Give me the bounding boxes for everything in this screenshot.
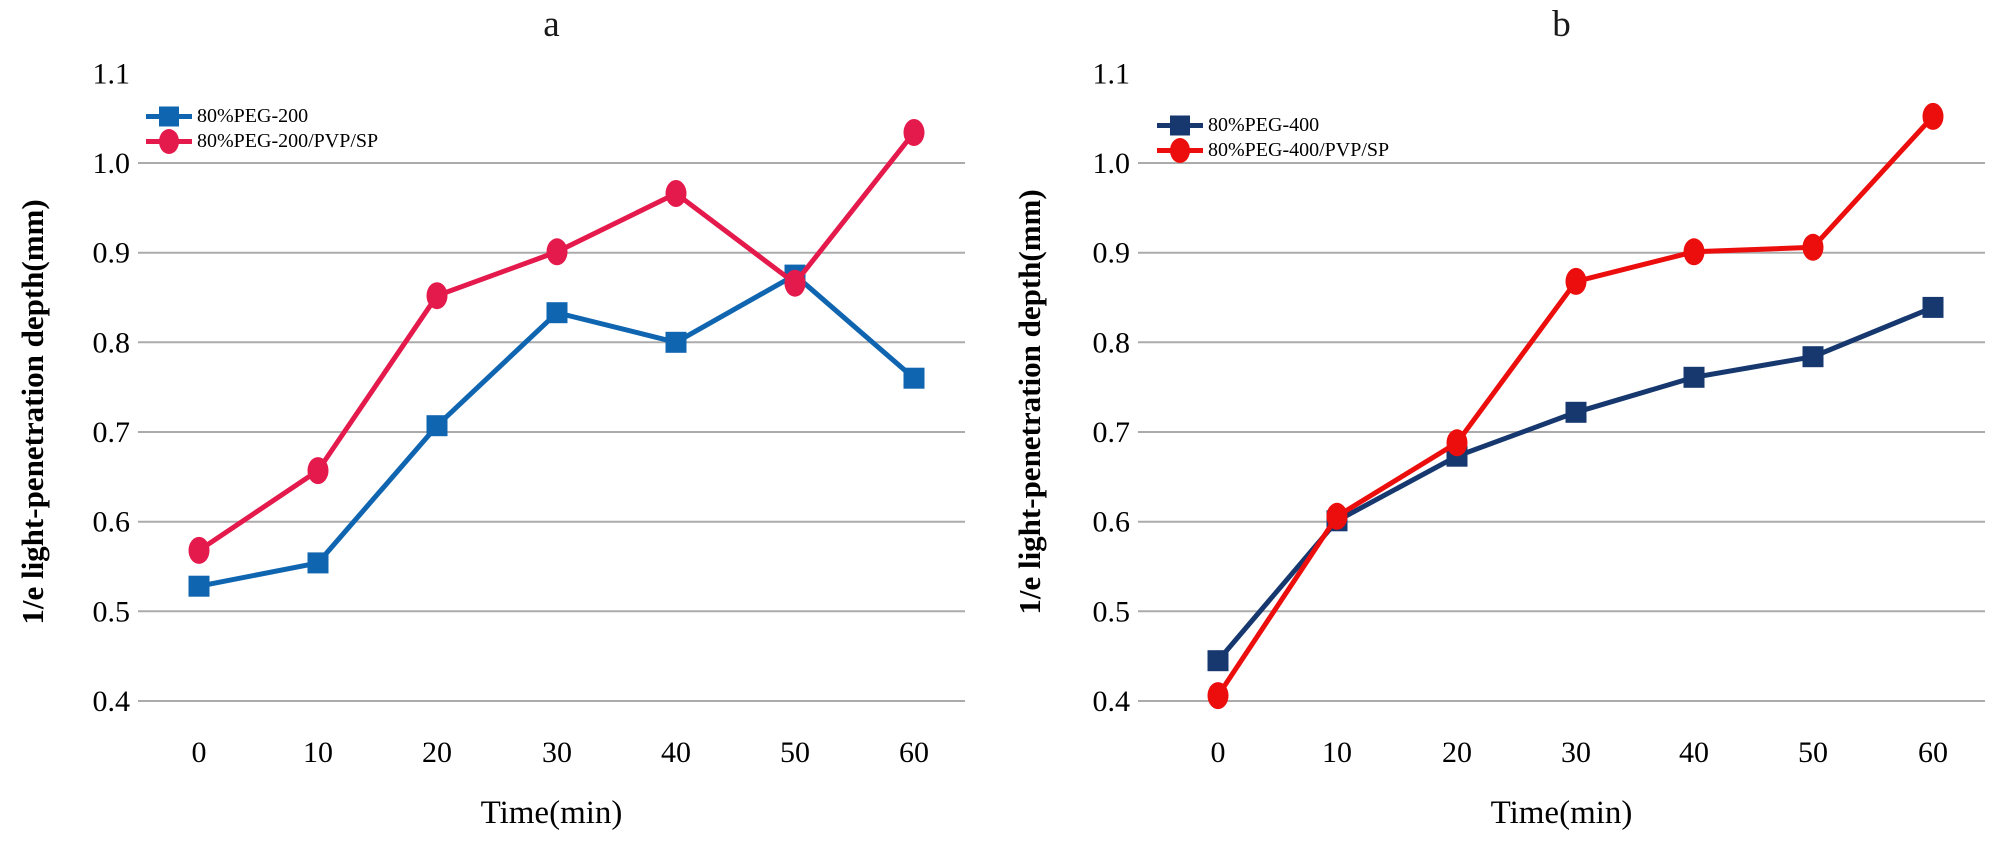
x-tick-label: 40 bbox=[1679, 736, 1709, 769]
y-tick-label: 0.5 bbox=[1093, 595, 1131, 628]
y-tick-label: 1.0 bbox=[93, 147, 131, 180]
x-tick-label: 40 bbox=[661, 736, 691, 769]
data-point-circle bbox=[665, 180, 687, 207]
x-tick-label: 20 bbox=[1442, 736, 1472, 769]
series-line-80%PEG-400 bbox=[1216, 305, 1934, 663]
data-point-circle bbox=[784, 269, 806, 297]
y-tick-label: 0.8 bbox=[93, 326, 131, 359]
data-point-square bbox=[546, 302, 568, 324]
legend-square-marker-icon bbox=[146, 106, 192, 127]
plot-area: 1.1 1.0 0.9 0.8 0.7 0.6 0.5 0.4 0 10 20 30 40 50 60 bbox=[93, 57, 965, 769]
data-point-square bbox=[1802, 346, 1824, 368]
data-point-square bbox=[903, 367, 925, 389]
y-tick-label: 0.4 bbox=[1093, 685, 1131, 718]
x-tick-label: 20 bbox=[422, 736, 452, 769]
data-point-circle bbox=[426, 282, 448, 310]
x-tick-label: 60 bbox=[1918, 736, 1948, 769]
y-tick-label: 0.7 bbox=[1093, 416, 1131, 449]
chart-title: b bbox=[1552, 4, 1571, 45]
y-tick-label: 1.0 bbox=[1093, 147, 1131, 180]
y-tick-label: 0.6 bbox=[93, 506, 131, 539]
chart-title: a bbox=[543, 4, 560, 45]
data-point-square bbox=[307, 552, 329, 574]
y-tick-label: 0.4 bbox=[93, 685, 131, 718]
data-point-circle bbox=[1922, 102, 1944, 130]
data-point-circle bbox=[1802, 233, 1824, 261]
data-point-circle bbox=[546, 238, 568, 266]
legend-item: 80%PEG-200/PVP/SP bbox=[145, 129, 378, 154]
data-point-square bbox=[1683, 366, 1705, 388]
legend-label: 80%PEG-200 bbox=[197, 105, 309, 127]
legend-square-marker-icon bbox=[1157, 115, 1203, 136]
data-point-circle bbox=[903, 119, 925, 146]
x-tick-label: 50 bbox=[1798, 736, 1828, 769]
x-axis-title: Time(min) bbox=[1490, 795, 1633, 831]
legend-item: 80%PEG-400 bbox=[1156, 113, 1389, 138]
y-tick-label: 1.1 bbox=[1093, 57, 1131, 90]
y-tick-label: 0.9 bbox=[1093, 237, 1131, 270]
legend: 80%PEG-400 80%PEG-400/PVP/SP bbox=[1156, 113, 1389, 163]
plot-area: 1.1 1.0 0.9 0.8 0.7 0.6 0.5 0.4 0 10 20 30 40 50 60 bbox=[1093, 57, 1985, 769]
legend-label: 80%PEG-200/PVP/SP bbox=[197, 130, 379, 152]
legend-label: 80%PEG-400/PVP/SP bbox=[1208, 139, 1390, 161]
x-tick-label: 60 bbox=[899, 736, 929, 769]
y-tick-label: 0.6 bbox=[1093, 506, 1131, 539]
legend-circle-marker-icon bbox=[146, 129, 192, 154]
data-point-square bbox=[1922, 296, 1944, 318]
legend-item: 80%PEG-200 bbox=[145, 104, 378, 129]
data-point-square bbox=[665, 331, 687, 353]
y-tick-label: 0.7 bbox=[93, 416, 131, 449]
chart-panel-b: b 1/e light-penetration depth(mm) 1.1 1.0… bbox=[1000, 0, 2000, 857]
data-point-square bbox=[1565, 401, 1587, 423]
data-point-circle bbox=[1207, 682, 1229, 710]
legend-circle-marker-icon bbox=[1157, 138, 1203, 163]
legend-item: 80%PEG-400/PVP/SP bbox=[1156, 138, 1389, 163]
x-axis-title: Time(min) bbox=[480, 795, 623, 831]
data-point-circle bbox=[1683, 238, 1705, 266]
x-tick-label: 30 bbox=[1561, 736, 1591, 769]
x-tick-label: 50 bbox=[780, 736, 810, 769]
data-point-circle bbox=[188, 536, 210, 564]
chart-panel-a: a 1/e light-penetration depth(mm) 1.1 1.0… bbox=[15, 4, 965, 831]
data-point-circle bbox=[1326, 502, 1348, 530]
y-tick-label: 1.1 bbox=[93, 57, 131, 90]
x-tick-label: 10 bbox=[303, 736, 333, 769]
x-tick-label: 10 bbox=[1322, 736, 1352, 769]
data-point-square bbox=[188, 575, 210, 597]
y-tick-label: 0.5 bbox=[93, 595, 131, 628]
data-point-square bbox=[426, 415, 448, 437]
data-point-circle bbox=[1565, 267, 1587, 295]
x-tick-label: 30 bbox=[542, 736, 572, 769]
legend-label: 80%PEG-400 bbox=[1208, 114, 1320, 136]
data-point-square bbox=[1207, 650, 1229, 672]
data-point-circle bbox=[307, 457, 329, 485]
x-tick-label: 0 bbox=[1211, 736, 1226, 769]
data-point-circle bbox=[1446, 429, 1468, 457]
legend: 80%PEG-200 80%PEG-200/PVP/SP bbox=[145, 104, 378, 154]
y-tick-label: 0.9 bbox=[93, 237, 131, 270]
x-tick-label: 0 bbox=[192, 736, 207, 769]
y-tick-label: 0.8 bbox=[1093, 326, 1131, 359]
